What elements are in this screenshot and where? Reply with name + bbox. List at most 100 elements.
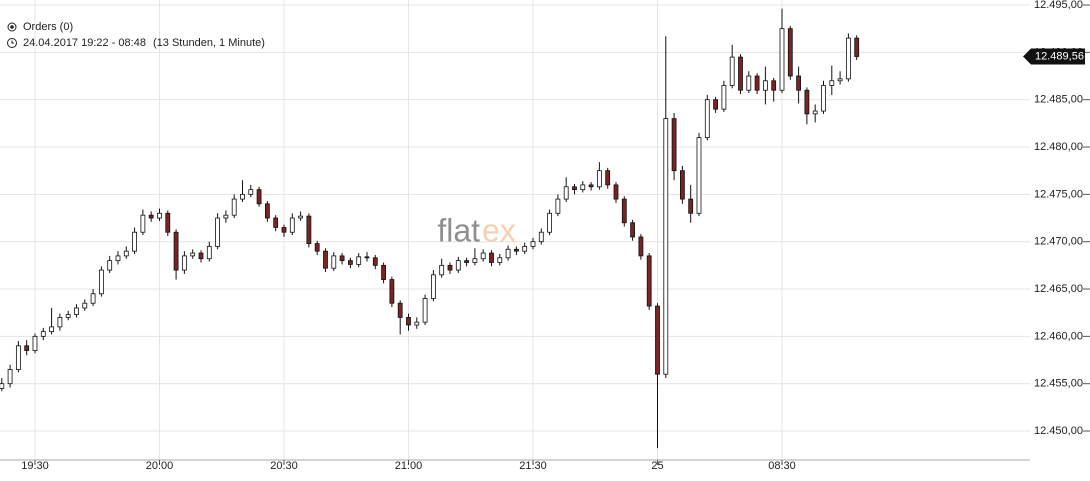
x-tick-label: 20:00 (146, 460, 174, 472)
candle-body (157, 212, 162, 219)
candle-body (621, 198, 627, 224)
candle-body (98, 269, 104, 295)
candle-body (364, 256, 370, 259)
candle-body (580, 184, 586, 191)
candle-body (231, 198, 237, 216)
candle-body (24, 345, 30, 351)
candle-body (264, 203, 270, 219)
watermark-left: flat (437, 212, 480, 248)
candle-body (132, 231, 137, 252)
candle-body (248, 189, 254, 195)
candle-body (406, 317, 411, 326)
candle-body (613, 184, 619, 200)
candle-body (489, 252, 494, 263)
x-tick-label: 25 (651, 460, 663, 472)
candle-body (845, 37, 851, 80)
y-tick-label: 12.470,00 (1034, 236, 1083, 248)
radio-icon (7, 22, 17, 32)
candle-body (356, 256, 362, 265)
candle-body (447, 264, 453, 271)
candle-body (57, 317, 63, 328)
candle-body (588, 184, 594, 188)
candle-body (140, 214, 146, 233)
candle-body (762, 80, 768, 91)
y-tick-label: 12.465,00 (1034, 283, 1083, 295)
candle-body (563, 186, 569, 200)
candle-body (655, 305, 660, 375)
candle-body (82, 302, 88, 309)
x-tick-label: 21:30 (519, 460, 547, 472)
candle-body (74, 307, 79, 315)
candle-body (422, 298, 428, 323)
y-tick-label: 12.460,00 (1034, 330, 1083, 342)
candle-body (538, 231, 544, 243)
candle-body (729, 56, 735, 86)
candle-body (663, 118, 669, 375)
x-tick-label: 08:30 (768, 460, 796, 472)
candle-body (331, 255, 337, 269)
candle-body (165, 212, 171, 233)
candle-body (7, 369, 13, 385)
candle-body (555, 198, 561, 214)
candle-body (812, 110, 818, 115)
candle-body (472, 258, 478, 263)
orders-label: Orders (0) (23, 21, 73, 33)
last-price-label: 12.489,56 (1035, 50, 1084, 62)
candle-body (646, 255, 652, 307)
candle-body (522, 246, 528, 252)
candle-body (596, 170, 602, 188)
candle-body (696, 137, 702, 214)
candle-body (430, 274, 436, 299)
candle-body (0, 383, 5, 389)
candle-body (173, 231, 179, 271)
y-tick-label: 12.485,00 (1034, 94, 1083, 106)
candle-body (721, 85, 727, 110)
candle-body (630, 222, 635, 238)
candle-body (397, 302, 403, 318)
candle-body (306, 215, 312, 244)
candle-body (547, 212, 552, 233)
candle-body (281, 227, 287, 233)
y-tick-label: 12.475,00 (1034, 188, 1083, 200)
candle-body (372, 257, 378, 266)
candle-body (215, 217, 220, 247)
candle-body (713, 99, 718, 110)
candle-body (289, 217, 295, 233)
candle-body (414, 321, 420, 326)
candle-body (787, 28, 793, 77)
candle-body (754, 75, 760, 91)
y-tick-label: 12.455,00 (1034, 378, 1083, 390)
candle-body (115, 255, 121, 262)
candle-body (123, 250, 129, 257)
candle-body (779, 28, 785, 91)
candle-body (505, 248, 511, 259)
candle-body (190, 252, 196, 257)
candle-body (679, 170, 685, 200)
y-tick-label: 12.495,00 (1034, 0, 1083, 11)
candle-body (821, 85, 826, 112)
candle-body (389, 279, 395, 304)
duration: (13 Stunden, 1 Minute) (153, 37, 265, 49)
candle-body (738, 56, 743, 91)
watermark-right: ex (482, 212, 516, 248)
candle-body (829, 80, 835, 86)
y-tick-label: 12.450,00 (1034, 425, 1083, 437)
candle-body (49, 326, 54, 333)
candle-body (771, 80, 777, 91)
candle-body (323, 250, 328, 269)
candle-body (464, 260, 469, 263)
candle-body (148, 214, 154, 219)
radio-dot (10, 25, 14, 29)
candle-body (314, 243, 320, 252)
candle-body (605, 170, 611, 186)
candle-body (339, 255, 345, 262)
info-box: Orders (0) 24.04.2017 19:22 - 08:48 (13 … (7, 21, 265, 49)
candle-body (671, 118, 677, 172)
candle-body (223, 214, 229, 219)
candle-body (497, 257, 503, 263)
candle-body (796, 75, 801, 91)
clock-hands (11, 40, 14, 44)
candle-body (530, 241, 536, 247)
candle-body (240, 193, 245, 200)
